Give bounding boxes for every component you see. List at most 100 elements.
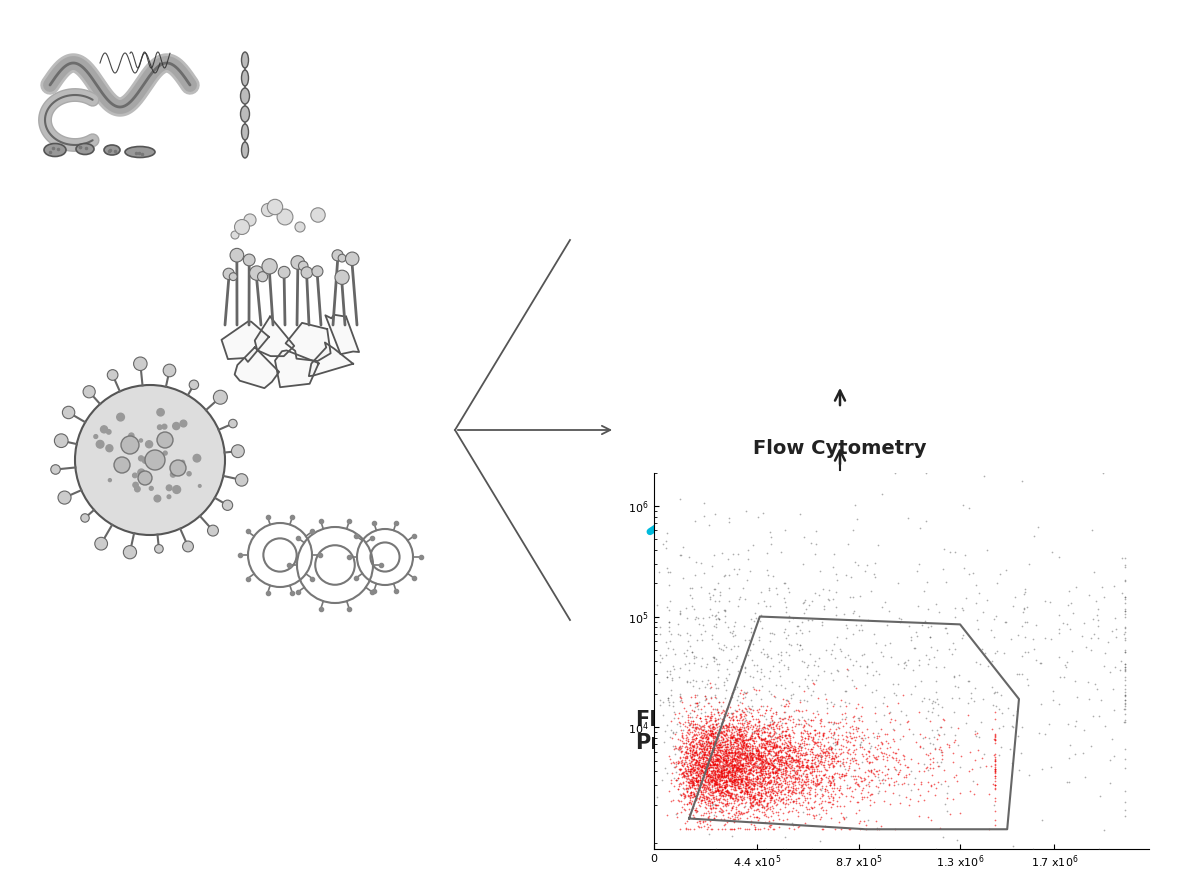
Point bbox=[946, 545, 965, 559]
Point bbox=[720, 774, 739, 788]
Point bbox=[740, 756, 759, 770]
Point bbox=[777, 770, 796, 784]
Point bbox=[927, 643, 946, 657]
Point bbox=[986, 736, 1005, 750]
Point bbox=[680, 764, 699, 778]
Point bbox=[693, 760, 712, 774]
Point bbox=[701, 752, 720, 766]
Point bbox=[753, 750, 772, 764]
Point bbox=[688, 753, 707, 767]
Point bbox=[795, 780, 814, 794]
Point bbox=[741, 762, 760, 776]
Point bbox=[736, 690, 755, 704]
Circle shape bbox=[157, 432, 173, 448]
Point bbox=[732, 707, 750, 721]
Point bbox=[677, 745, 696, 759]
Point bbox=[827, 735, 846, 749]
Circle shape bbox=[872, 551, 889, 569]
Point bbox=[780, 754, 799, 768]
Point bbox=[875, 773, 894, 787]
Point bbox=[722, 758, 741, 772]
Point bbox=[958, 708, 977, 722]
Point bbox=[832, 746, 851, 760]
Point bbox=[822, 745, 841, 759]
Point bbox=[709, 594, 728, 608]
Point bbox=[719, 620, 737, 634]
Point bbox=[748, 741, 767, 755]
Circle shape bbox=[223, 269, 234, 279]
Point bbox=[789, 778, 808, 792]
Point bbox=[710, 752, 729, 766]
Point bbox=[781, 786, 800, 800]
Point bbox=[816, 745, 835, 759]
Point bbox=[756, 598, 775, 612]
Point bbox=[806, 778, 825, 792]
Point bbox=[911, 738, 929, 752]
Point bbox=[707, 734, 726, 748]
Point bbox=[986, 754, 1005, 768]
Point bbox=[726, 764, 744, 778]
Point bbox=[1024, 632, 1043, 646]
Point bbox=[790, 760, 809, 774]
Point bbox=[822, 796, 841, 810]
Point bbox=[707, 747, 726, 761]
Point bbox=[787, 786, 806, 800]
Point bbox=[713, 780, 732, 794]
Point bbox=[697, 769, 716, 783]
Point bbox=[799, 668, 818, 682]
Point bbox=[793, 730, 812, 744]
Point bbox=[781, 691, 800, 705]
Point bbox=[707, 777, 726, 791]
Point bbox=[716, 746, 735, 760]
Point bbox=[928, 708, 947, 722]
Point bbox=[727, 733, 746, 747]
Point bbox=[730, 780, 749, 794]
Point bbox=[714, 761, 733, 775]
Circle shape bbox=[230, 248, 244, 262]
Point bbox=[679, 634, 697, 648]
Point bbox=[712, 729, 730, 743]
Point bbox=[869, 784, 888, 798]
Point bbox=[911, 739, 929, 753]
Point bbox=[993, 706, 1012, 720]
Circle shape bbox=[180, 420, 187, 427]
Point bbox=[904, 727, 922, 741]
Point bbox=[796, 716, 815, 730]
Point bbox=[733, 788, 752, 802]
Point bbox=[765, 738, 783, 752]
Point bbox=[723, 774, 742, 788]
Point bbox=[697, 730, 716, 744]
Point bbox=[826, 599, 845, 613]
Point bbox=[729, 797, 748, 811]
Point bbox=[761, 774, 780, 788]
Point bbox=[779, 751, 798, 765]
Ellipse shape bbox=[241, 70, 249, 86]
Point bbox=[787, 803, 806, 817]
Point bbox=[668, 782, 687, 796]
Point bbox=[886, 822, 905, 836]
Point bbox=[688, 739, 707, 753]
Point bbox=[709, 756, 728, 770]
Point bbox=[752, 779, 770, 793]
Point bbox=[728, 737, 747, 751]
Point bbox=[679, 751, 697, 765]
Point bbox=[753, 774, 772, 788]
Point bbox=[1074, 616, 1093, 630]
Point bbox=[733, 743, 752, 757]
Point bbox=[827, 585, 846, 599]
Point bbox=[706, 802, 724, 816]
Point bbox=[799, 760, 818, 774]
Point bbox=[750, 672, 769, 686]
Point bbox=[752, 763, 770, 777]
Point bbox=[913, 732, 932, 746]
Point bbox=[808, 774, 827, 788]
Point bbox=[878, 736, 896, 750]
Point bbox=[799, 712, 818, 726]
Point bbox=[749, 798, 768, 812]
Point bbox=[696, 681, 715, 695]
Point bbox=[733, 738, 752, 752]
Point bbox=[773, 749, 792, 763]
Point bbox=[695, 794, 714, 808]
Circle shape bbox=[244, 254, 256, 266]
Point bbox=[783, 818, 802, 832]
